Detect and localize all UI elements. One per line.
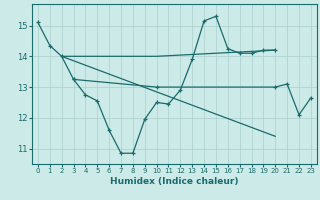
X-axis label: Humidex (Indice chaleur): Humidex (Indice chaleur): [110, 177, 239, 186]
